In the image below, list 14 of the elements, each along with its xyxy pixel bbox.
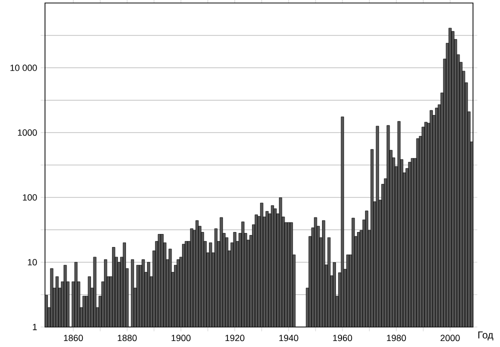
y-tick-label: 100 [22, 194, 37, 201]
y-tick-label: 10 [28, 259, 37, 266]
x-tick-label: 1880 [118, 334, 137, 342]
x-tick-label: 2000 [440, 334, 460, 342]
y-tick-label: 1000 [18, 129, 37, 136]
x-tick-label: 1940 [279, 334, 298, 342]
x-tick-label: 1960 [333, 334, 352, 342]
x-tick-label: 1860 [64, 334, 83, 342]
y-tick-label: 10 000 [10, 64, 37, 71]
x-tick-label: 1900 [172, 334, 191, 342]
x-axis-title: Год [478, 332, 494, 340]
y-tick-label: 1 [32, 324, 37, 330]
x-tick-label: 1980 [387, 334, 406, 342]
x-tick-label: 1920 [225, 334, 244, 342]
